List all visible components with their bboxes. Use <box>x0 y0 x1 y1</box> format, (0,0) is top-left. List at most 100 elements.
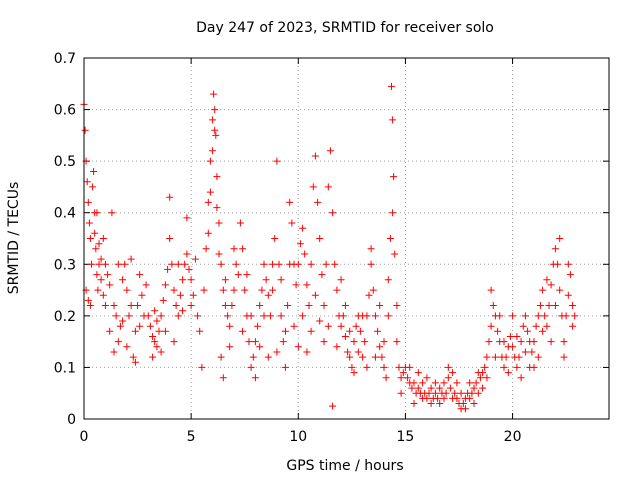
data-point <box>110 302 118 309</box>
data-point <box>560 338 568 346</box>
data-point <box>146 322 154 330</box>
data-point <box>483 353 491 361</box>
y-tick-label: 0.1 <box>54 360 76 376</box>
data-point <box>539 327 547 335</box>
data-point <box>142 281 150 289</box>
data-point <box>391 250 399 258</box>
data-point <box>509 312 517 320</box>
data-point <box>181 260 189 268</box>
data-point <box>311 152 319 160</box>
data-point <box>202 245 210 253</box>
data-point <box>556 286 564 294</box>
data-point <box>88 260 95 268</box>
data-point <box>191 255 199 263</box>
data-point <box>309 183 317 191</box>
data-point <box>264 291 272 299</box>
data-point <box>562 312 570 320</box>
x-axis-label: GPS time / hours <box>286 458 403 474</box>
data-point <box>509 343 517 351</box>
data-point <box>423 394 431 402</box>
data-point <box>346 353 354 361</box>
data-point <box>299 312 307 320</box>
data-point <box>528 348 536 356</box>
data-point <box>106 327 114 335</box>
data-point <box>446 384 454 392</box>
data-point <box>183 250 191 258</box>
y-tick-label: 0.3 <box>54 257 76 273</box>
data-point <box>515 353 523 361</box>
data-point <box>389 116 397 124</box>
data-point <box>513 363 521 371</box>
data-point <box>157 312 165 320</box>
data-point <box>86 235 94 242</box>
data-point <box>393 338 401 346</box>
data-point <box>247 363 255 371</box>
data-point <box>234 271 242 279</box>
data-point <box>564 291 572 299</box>
data-point <box>359 353 367 361</box>
data-point <box>83 178 91 186</box>
data-point <box>277 312 285 320</box>
data-point <box>329 209 337 217</box>
data-point <box>363 363 371 371</box>
data-point <box>337 276 345 284</box>
axis-ticks: 0 0.1 0.2 0.3 0.4 0.5 0.6 0.7 0 5 10 15 20 <box>54 51 609 445</box>
data-point <box>221 276 229 284</box>
data-point <box>92 245 100 253</box>
data-point <box>530 363 538 371</box>
data-point <box>112 312 120 320</box>
data-points <box>80 82 579 413</box>
data-point <box>290 322 298 330</box>
data-point <box>149 353 157 361</box>
data-point <box>461 405 469 413</box>
data-point <box>232 260 240 268</box>
x-tick-label: 20 <box>504 429 522 445</box>
data-point <box>427 400 435 407</box>
data-point <box>155 327 163 335</box>
data-point <box>519 322 527 330</box>
data-point <box>367 260 375 268</box>
data-point <box>536 302 544 309</box>
data-point <box>324 183 332 191</box>
data-point <box>378 353 386 361</box>
data-point <box>506 333 514 340</box>
data-point <box>502 353 510 361</box>
data-point <box>95 260 103 268</box>
data-point <box>539 286 547 294</box>
data-point <box>286 198 294 206</box>
data-point <box>239 327 247 335</box>
data-point <box>440 394 448 402</box>
data-point <box>410 379 418 387</box>
data-point <box>395 363 403 371</box>
x-tick-label: 5 <box>187 429 196 445</box>
data-point <box>449 394 457 402</box>
data-point <box>161 281 169 289</box>
data-point <box>194 312 202 320</box>
data-point <box>219 286 227 294</box>
data-point <box>513 333 521 340</box>
data-point <box>356 327 364 335</box>
data-point <box>121 260 129 268</box>
data-point <box>393 302 401 309</box>
data-point <box>436 400 444 407</box>
data-point <box>397 374 405 382</box>
data-point <box>414 384 422 392</box>
data-point <box>97 276 105 284</box>
data-point <box>307 260 315 268</box>
data-point <box>251 338 259 346</box>
data-point <box>390 173 398 181</box>
data-point <box>431 379 439 387</box>
data-point <box>269 260 277 268</box>
data-point <box>410 400 418 407</box>
data-point <box>245 338 253 346</box>
data-point <box>436 384 444 392</box>
data-point <box>545 302 553 309</box>
data-point <box>187 276 195 284</box>
data-point <box>95 240 103 248</box>
data-point <box>157 348 165 356</box>
data-point <box>84 198 92 206</box>
data-point <box>153 343 161 351</box>
data-point <box>547 281 555 289</box>
data-point <box>451 389 459 397</box>
